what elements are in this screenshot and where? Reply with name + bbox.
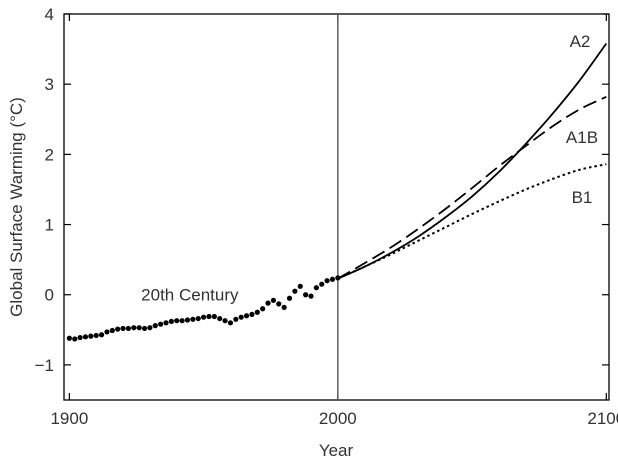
data-point	[265, 301, 270, 306]
data-point	[147, 325, 152, 330]
data-point	[325, 278, 330, 283]
series-line-b1	[338, 164, 606, 278]
data-point	[239, 315, 244, 320]
series-line-a1b	[338, 97, 606, 279]
data-point	[308, 294, 313, 299]
data-point	[222, 318, 227, 323]
data-point	[110, 328, 115, 333]
y-tick-label: 0	[45, 286, 54, 305]
data-point	[287, 296, 292, 301]
data-point	[142, 326, 147, 331]
data-point	[244, 313, 249, 318]
data-point	[196, 316, 201, 321]
annotation-20th-century: 20th Century	[141, 286, 239, 305]
data-point	[126, 326, 131, 331]
y-tick-label: 2	[45, 145, 54, 164]
series-label-a1b: A1B	[566, 128, 598, 147]
data-point	[99, 332, 104, 337]
data-point	[303, 292, 308, 297]
data-point	[67, 336, 72, 341]
y-tick-label: 1	[45, 216, 54, 235]
data-point	[271, 298, 276, 303]
data-point	[104, 329, 109, 334]
data-point	[249, 312, 254, 317]
x-tick-label: 2000	[319, 409, 357, 428]
data-point	[163, 320, 168, 325]
y-tick-label: −1	[35, 356, 54, 375]
data-point	[233, 317, 238, 322]
data-point	[330, 277, 335, 282]
data-point	[180, 318, 185, 323]
data-point	[201, 315, 206, 320]
y-tick-label: 3	[45, 75, 54, 94]
data-point	[212, 314, 217, 319]
data-point	[206, 314, 211, 319]
data-point	[314, 285, 319, 290]
data-point	[255, 310, 260, 315]
data-point	[217, 316, 222, 321]
data-point	[88, 334, 93, 339]
data-point	[115, 327, 120, 332]
y-axis-label: Global Surface Warming (°C)	[7, 97, 26, 317]
plot-frame	[64, 14, 609, 400]
series-label-b1: B1	[572, 188, 593, 207]
data-point	[185, 317, 190, 322]
data-point	[94, 333, 99, 338]
data-point	[298, 284, 303, 289]
data-point	[153, 323, 158, 328]
data-point	[131, 325, 136, 330]
data-point	[174, 318, 179, 323]
data-point	[319, 282, 324, 287]
data-point	[72, 336, 77, 341]
data-point	[260, 306, 265, 311]
data-point	[83, 334, 88, 339]
data-point	[282, 305, 287, 310]
x-tick-label: 2100	[587, 409, 618, 428]
x-axis-label: Year	[319, 441, 354, 460]
y-tick-label: 4	[45, 5, 54, 24]
data-point	[190, 317, 195, 322]
data-point	[276, 301, 281, 306]
x-tick-label: 1900	[50, 409, 88, 428]
series-line-a2	[338, 43, 606, 278]
data-point	[158, 322, 163, 327]
series-label-a2: A2	[570, 32, 591, 51]
x-axis-ticks: 1900 2000 2100	[50, 14, 618, 428]
data-point	[120, 326, 125, 331]
data-point	[169, 319, 174, 324]
data-point	[292, 289, 297, 294]
data-point	[228, 320, 233, 325]
data-point	[137, 325, 142, 330]
data-point	[78, 335, 83, 340]
